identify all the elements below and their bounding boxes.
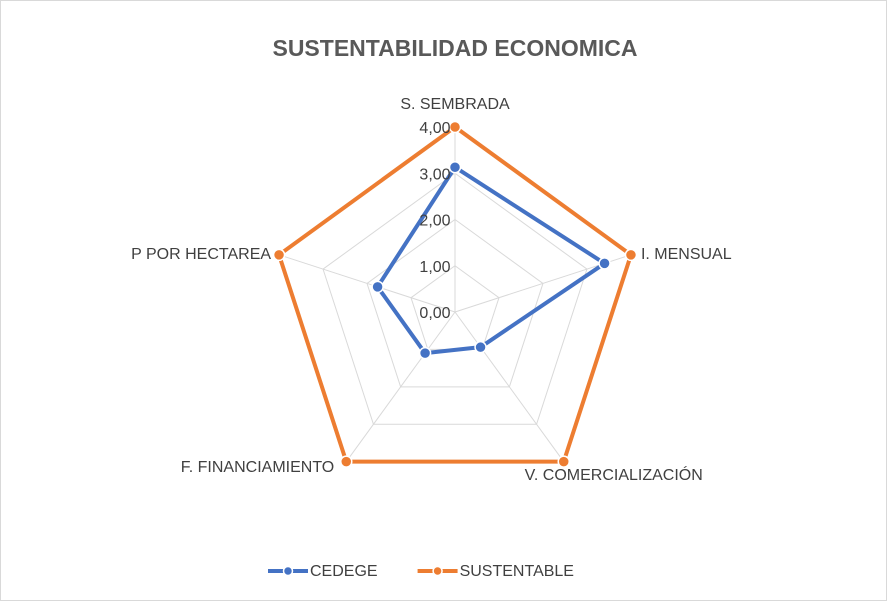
series-line — [277, 125, 633, 464]
chart-title: SUSTENTABILIDAD ECONOMICA — [272, 35, 637, 61]
category-label: P POR HECTAREA — [131, 246, 271, 263]
spoke — [454, 311, 565, 462]
spoke — [278, 254, 456, 313]
legend-marker — [282, 565, 294, 577]
axis-tick-label: 3,00 — [419, 166, 450, 183]
category-label: F. FINANCIAMIENTO — [181, 459, 335, 476]
axis-tick-label: 4,00 — [419, 120, 450, 137]
axis-tick-label: 1,00 — [419, 259, 450, 276]
category-label: V. COMERCIALIZACIÓN — [525, 465, 703, 484]
grid-line — [366, 218, 544, 388]
marker — [418, 346, 432, 360]
axis-tick-label: 2,00 — [419, 213, 450, 230]
legend-marker — [432, 565, 443, 577]
series-line — [375, 165, 607, 356]
legend-label: CEDEGE — [310, 563, 378, 580]
marker — [272, 248, 286, 262]
legend-label: SUSTENTABLE — [460, 563, 574, 580]
marker — [624, 248, 638, 262]
marker — [448, 160, 462, 174]
marker — [557, 455, 570, 468]
grid-line — [322, 172, 588, 425]
marker — [598, 257, 611, 270]
marker — [371, 280, 384, 294]
spoke — [345, 311, 456, 462]
marker — [340, 455, 353, 468]
axis-tick-label: 0,00 — [419, 305, 450, 322]
category-label: I. MENSUAL — [641, 246, 732, 263]
marker — [474, 340, 487, 354]
category-label: S. SEMBRADA — [400, 96, 510, 113]
marker — [448, 120, 462, 134]
